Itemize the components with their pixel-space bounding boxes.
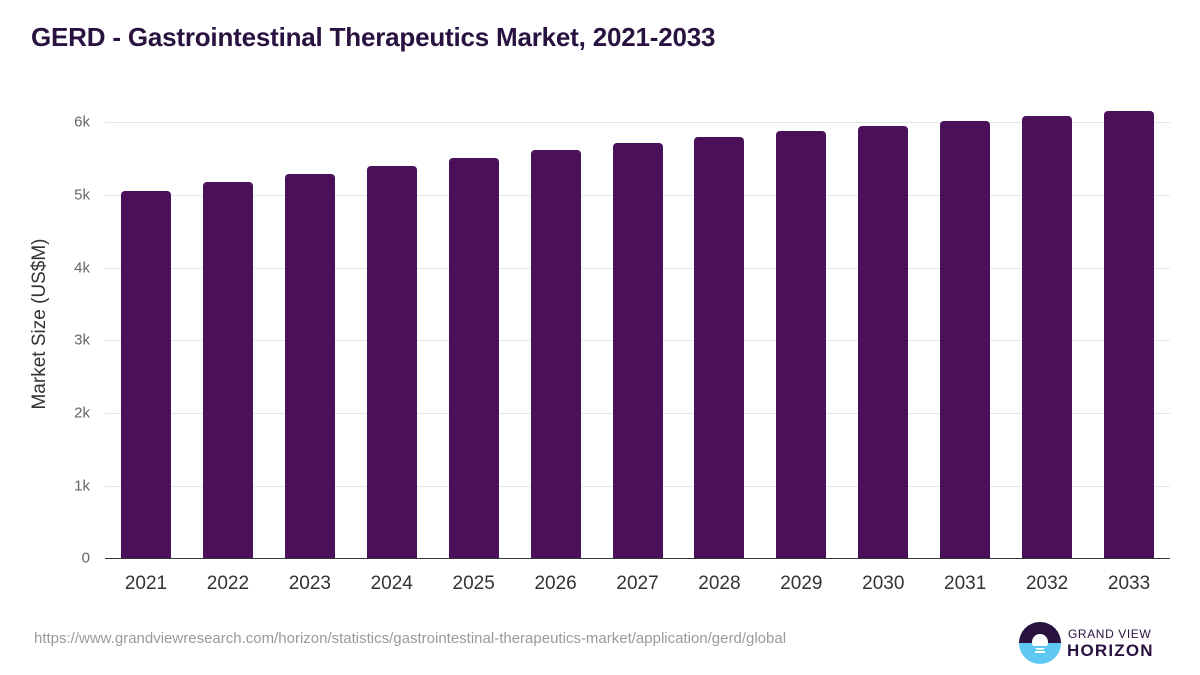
bar-2022[interactable]: [202, 181, 253, 559]
bar-2033[interactable]: [1104, 111, 1155, 559]
chart-title: GERD - Gastrointestinal Therapeutics Mar…: [31, 22, 716, 52]
logo-text-line1: GRAND VIEW: [1068, 627, 1152, 641]
grand-view-horizon-logo: GRAND VIEW HORIZON: [1019, 622, 1169, 666]
source-url: https://www.grandviewresearch.com/horizo…: [34, 630, 787, 647]
x-tick-label: 2029: [780, 573, 823, 594]
x-tick-label: 2025: [452, 573, 495, 594]
x-tick-label: 2023: [288, 573, 331, 594]
logo-text-line2: HORIZON: [1067, 641, 1154, 660]
y-tick-label: 3k: [74, 331, 90, 349]
x-tick-label: 2033: [1107, 573, 1151, 594]
gridline: [105, 122, 1170, 123]
horizon-logo-icon: [1019, 622, 1061, 664]
bar-2026[interactable]: [530, 149, 581, 559]
bar-2021[interactable]: [121, 190, 171, 559]
x-tick-label: 2022: [206, 573, 250, 594]
x-tick-label: 2031: [944, 573, 987, 594]
x-tick-label: 2028: [698, 573, 741, 594]
x-axis-line: [105, 558, 1170, 559]
y-tick-label: 1k: [74, 477, 90, 495]
x-tick-label: 2026: [534, 573, 577, 594]
x-tick-label: 2032: [1025, 573, 1069, 594]
y-tick-label: 5k: [74, 186, 90, 204]
x-tick-label: 2024: [370, 573, 413, 594]
y-tick-label: 6k: [74, 113, 90, 131]
bar-2029[interactable]: [776, 131, 827, 559]
bar-2031[interactable]: [940, 120, 991, 559]
x-tick-label: 2021: [124, 573, 168, 594]
y-tick-label: 0: [81, 549, 90, 567]
x-tick-label: 2027: [616, 573, 659, 594]
y-axis-label: Market Size (US$M): [29, 238, 50, 410]
bar-2032[interactable]: [1022, 115, 1073, 559]
bar-2024[interactable]: [366, 165, 417, 559]
bar-2023[interactable]: [284, 173, 335, 559]
bar-2027[interactable]: [612, 143, 663, 559]
bar-2028[interactable]: [694, 136, 745, 559]
y-tick-label: 2k: [74, 404, 90, 422]
bar-2025[interactable]: [448, 157, 499, 559]
y-tick-label: 4k: [74, 259, 90, 277]
bar-2030[interactable]: [858, 125, 909, 559]
x-tick-label: 2030: [862, 573, 905, 594]
